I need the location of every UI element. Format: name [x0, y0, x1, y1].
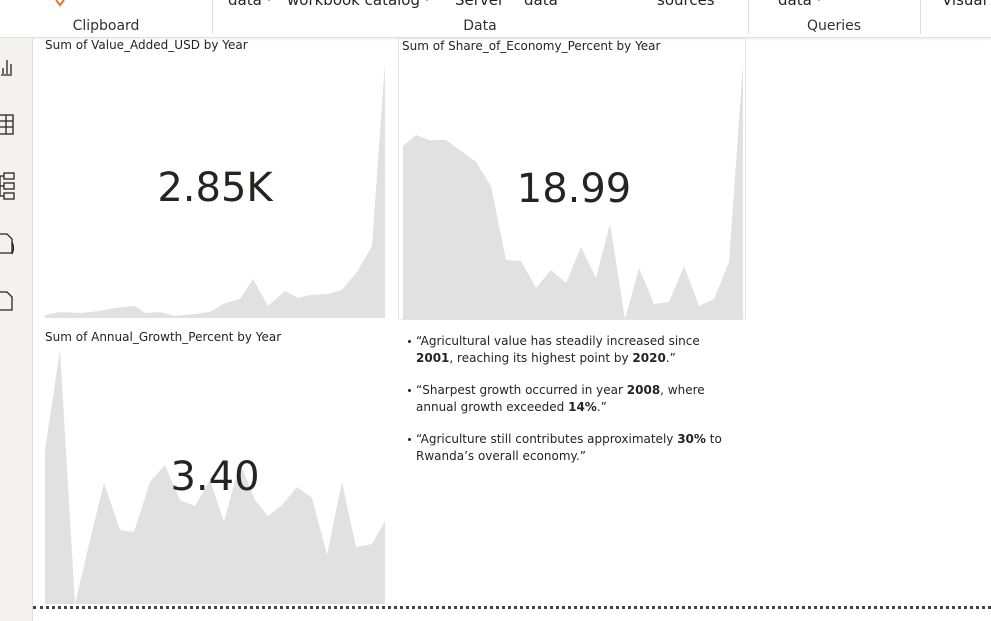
- group-label: Data: [463, 18, 497, 34]
- text-box[interactable]: “Agricultural value has steadily increas…: [408, 333, 740, 480]
- ribbon-item[interactable]: Server: [455, 0, 505, 9]
- card-title: Sum of Value_Added_USD by Year: [45, 38, 248, 52]
- bullet: “Agriculture still contributes approxima…: [408, 431, 740, 465]
- ribbon-item[interactable]: sources: [657, 0, 715, 9]
- text: “Agriculture still contributes approxima…: [416, 432, 678, 446]
- view-sidebar: [0, 38, 33, 621]
- separator: [748, 0, 749, 34]
- tmdl-icon[interactable]: [0, 291, 13, 311]
- text: “Sharpest growth occurred in year: [416, 383, 627, 397]
- bold-text: 2001: [416, 351, 450, 365]
- sparkline: [403, 63, 743, 319]
- card-value: 18.99: [516, 166, 632, 212]
- dax-query-icon[interactable]: [0, 233, 15, 255]
- ribbon-item[interactable]: data ·: [778, 0, 822, 9]
- sparkline: [45, 62, 385, 318]
- ribbon: data · workbook catalog · Server data so…: [0, 0, 991, 38]
- text: .”: [596, 400, 607, 414]
- kpi-card[interactable]: Sum of Annual_Growth_Percent by Year 3.4…: [40, 330, 390, 605]
- group-label: Clipboard: [72, 18, 140, 34]
- orange-icon: [55, 0, 65, 7]
- bullet: “Sharpest growth occurred in year 2008, …: [408, 382, 740, 416]
- bold-text: 2008: [626, 383, 661, 397]
- card-title: Sum of Annual_Growth_Percent by Year: [45, 330, 282, 344]
- text: .”: [665, 351, 676, 365]
- card-value: 2.85K: [157, 165, 273, 211]
- separator: [920, 0, 921, 34]
- bold-text: 14%: [568, 400, 597, 414]
- bullet: “Agricultural value has steadily increas…: [408, 333, 740, 367]
- card-title: Sum of Share_of_Economy_Percent by Year: [402, 39, 661, 53]
- table-view-icon[interactable]: [0, 114, 14, 135]
- sparkline: [45, 350, 385, 604]
- kpi-card[interactable]: Sum of Share_of_Economy_Percent by Year …: [398, 38, 746, 320]
- text: , where annual growth exceeded: [416, 383, 705, 414]
- view-icons: [0, 60, 15, 311]
- ribbon-item[interactable]: data: [524, 0, 558, 9]
- bold-text: 30%: [677, 432, 706, 446]
- text: to Rwanda’s overall economy.”: [416, 432, 722, 463]
- text: , reaching its highest point by: [449, 351, 633, 365]
- card-value: 3.40: [170, 454, 260, 500]
- ribbon-item[interactable]: Visual: [942, 0, 987, 9]
- separator: [212, 0, 213, 34]
- page-boundary: [33, 606, 991, 609]
- bold-text: 2020: [632, 351, 666, 365]
- ribbon-item[interactable]: data ·: [228, 0, 272, 9]
- ribbon-item[interactable]: workbook catalog ·: [287, 0, 430, 9]
- kpi-card[interactable]: Sum of Value_Added_USD by Year 2.85K: [40, 38, 390, 320]
- group-label: Queries: [806, 18, 862, 34]
- text: “Agricultural value has steadily increas…: [416, 334, 700, 348]
- report-view-icon[interactable]: [1, 60, 12, 76]
- model-view-icon[interactable]: [0, 172, 15, 200]
